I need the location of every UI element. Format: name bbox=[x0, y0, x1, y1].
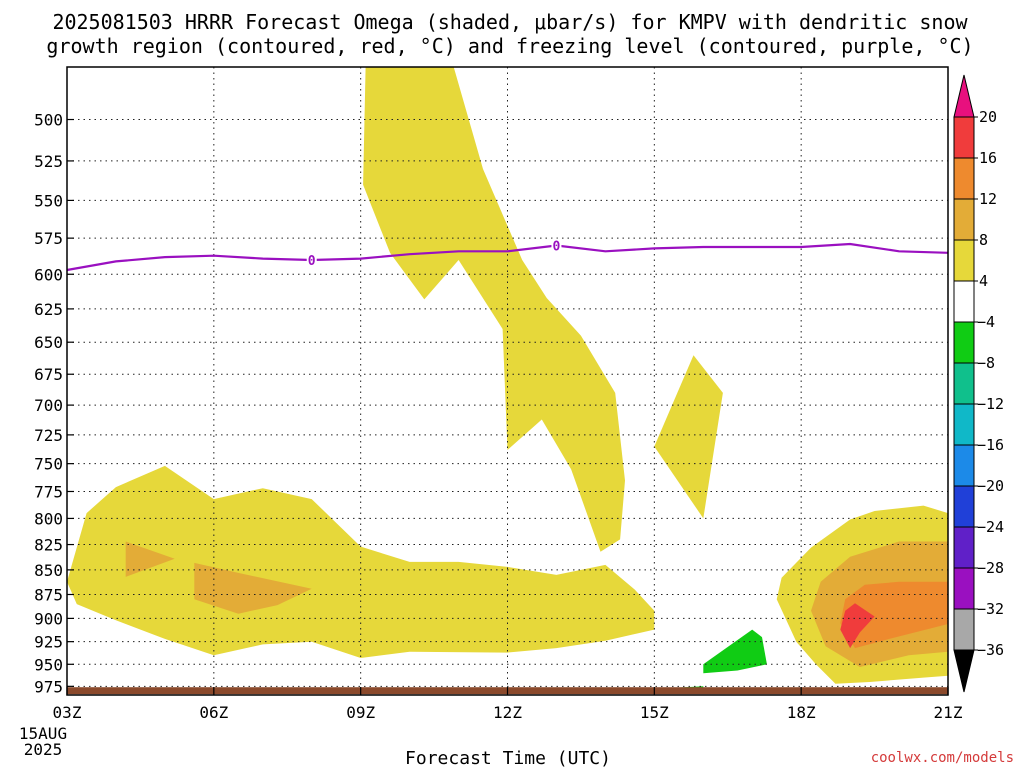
x-tick-label: 06Z bbox=[199, 703, 228, 722]
colorbar-band bbox=[953, 608, 975, 651]
colorbar-band bbox=[953, 321, 975, 364]
x-tick-label: 21Z bbox=[934, 703, 963, 722]
freezing-level-contour: 00 bbox=[66, 238, 949, 272]
colorbar-band bbox=[953, 116, 975, 159]
region-mid-positive-omega bbox=[654, 355, 723, 519]
colorbar-band bbox=[953, 403, 975, 446]
y-tick-label: 550 bbox=[34, 191, 63, 210]
y-tick-label: 975 bbox=[34, 677, 63, 696]
colorbar-label: −16 bbox=[977, 436, 1004, 454]
colorbar-band bbox=[953, 280, 975, 323]
colorbar-band bbox=[953, 157, 975, 200]
colorbar-label: −24 bbox=[977, 518, 1004, 536]
credit-text: coolwx.com/models bbox=[871, 750, 1014, 766]
colorbar-label: 16 bbox=[979, 149, 997, 167]
colorbar-label: −4 bbox=[977, 313, 995, 331]
x-tick-label: 15Z bbox=[640, 703, 669, 722]
y-tick-label: 850 bbox=[34, 561, 63, 580]
y-tick-label: 600 bbox=[34, 265, 63, 284]
x-tick-label: 12Z bbox=[493, 703, 522, 722]
region-lower-orange-b bbox=[194, 562, 312, 614]
region-right-red-core bbox=[840, 603, 875, 649]
colorbar-label: 20 bbox=[979, 108, 997, 126]
colorbar-label: 8 bbox=[979, 231, 988, 249]
title-line-2: growth region (contoured, red, °C) and f… bbox=[46, 34, 973, 58]
colorbar-label: −8 bbox=[977, 354, 995, 372]
colorbar-band bbox=[953, 485, 975, 528]
colorbar-label: 4 bbox=[979, 272, 988, 290]
colorbar-top-triangle bbox=[953, 74, 975, 118]
freezing-level-contour-label: 0 bbox=[553, 239, 561, 254]
y-axis: 500 525 550 575 600 625 650 675 700 725 750 775 800 8… bbox=[34, 111, 74, 696]
y-tick-label: 525 bbox=[34, 152, 63, 171]
colorbar-label: −28 bbox=[977, 559, 1004, 577]
region-negative-omega-a bbox=[703, 629, 767, 674]
title-line-1: 2025081503 HRRR Forecast Omega (shaded, … bbox=[52, 10, 968, 34]
region-upper-positive-omega bbox=[363, 67, 625, 552]
x-axis-label: Forecast Time (UTC) bbox=[405, 748, 611, 768]
y-tick-label: 800 bbox=[34, 509, 63, 528]
y-tick-label: 500 bbox=[34, 111, 63, 130]
y-tick-label: 900 bbox=[34, 609, 63, 628]
freezing-level-contour-label: 0 bbox=[308, 254, 316, 269]
colorbar-band bbox=[953, 198, 975, 241]
y-tick-label: 625 bbox=[34, 300, 63, 319]
y-tick-label: 675 bbox=[34, 365, 63, 384]
colorbar-label: −20 bbox=[977, 477, 1004, 495]
y-tick-label: 650 bbox=[34, 333, 63, 352]
colorbar-label: −36 bbox=[977, 641, 1004, 659]
contour-label-bg bbox=[551, 238, 562, 253]
x-axis: 03Z 06Z 09Z 12Z 15Z 18Z 21Z bbox=[53, 687, 963, 722]
x-date-label-year: 2025 bbox=[24, 740, 63, 759]
y-tick-label: 725 bbox=[34, 426, 63, 445]
y-tick-label: 950 bbox=[34, 655, 63, 674]
y-tick-label: 750 bbox=[34, 455, 63, 474]
freezing-level-line bbox=[66, 242, 949, 272]
colorbar: 20 16 12 8 4 −4 −8 −12 −16 −20 −24 −28 −32 −36 bbox=[953, 74, 1004, 693]
y-tick-label: 575 bbox=[34, 229, 63, 248]
colorbar-label: −12 bbox=[977, 395, 1004, 413]
x-date-label-day: 15AUG bbox=[19, 724, 67, 743]
x-tick-label: 03Z bbox=[53, 703, 82, 722]
colorbar-band bbox=[953, 526, 975, 569]
colorbar-label: 12 bbox=[979, 190, 997, 208]
y-tick-label: 875 bbox=[34, 585, 63, 604]
colorbar-band bbox=[953, 362, 975, 405]
region-lower-orange-a bbox=[125, 541, 175, 577]
colorbar-band bbox=[953, 444, 975, 487]
colorbar-band bbox=[953, 239, 975, 282]
colorbar-band bbox=[953, 567, 975, 610]
y-tick-label: 775 bbox=[34, 482, 63, 501]
y-tick-label: 925 bbox=[34, 633, 63, 652]
colorbar-bottom-triangle bbox=[953, 649, 975, 693]
x-tick-label: 09Z bbox=[346, 703, 375, 722]
chart-title: 2025081503 HRRR Forecast Omega (shaded, … bbox=[46, 10, 973, 58]
contour-label-bg bbox=[306, 252, 317, 267]
grid-lines bbox=[67, 67, 948, 695]
colorbar-label: −32 bbox=[977, 600, 1004, 618]
x-tick-label: 18Z bbox=[787, 703, 816, 722]
y-tick-label: 825 bbox=[34, 536, 63, 555]
y-tick-label: 700 bbox=[34, 396, 63, 415]
region-right-deep-orange bbox=[840, 581, 948, 649]
